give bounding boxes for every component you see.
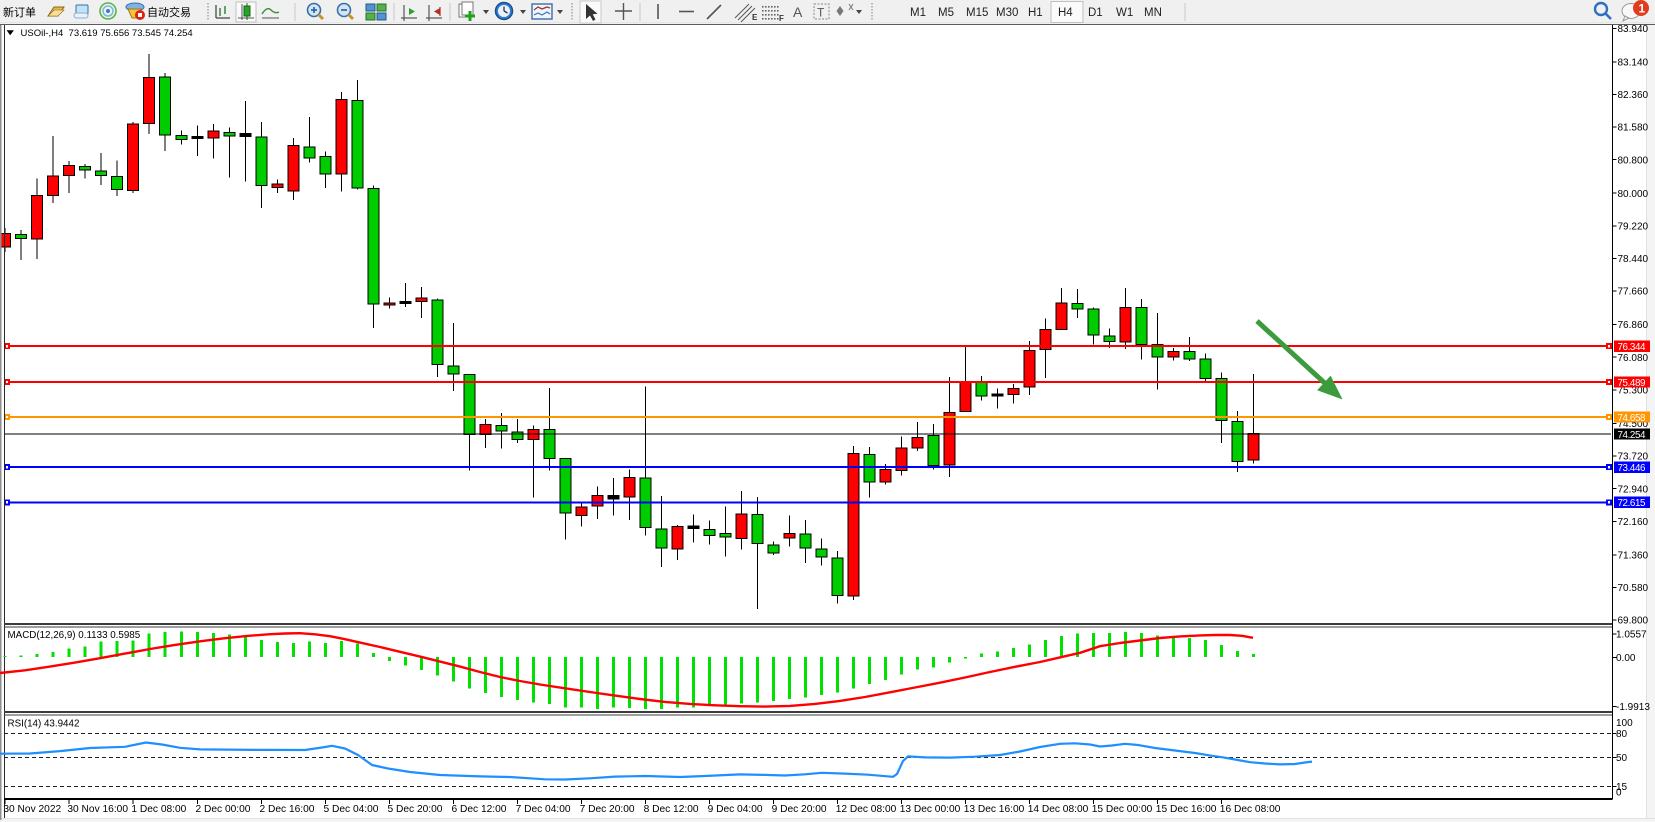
svg-text:76.860: 76.860 [1618, 320, 1649, 331]
svg-text:72.940: 72.940 [1618, 484, 1649, 495]
svg-text:70.580: 70.580 [1618, 583, 1649, 594]
svg-text:自动交易: 自动交易 [147, 5, 191, 19]
svg-text:30 Nov 16:00: 30 Nov 16:00 [67, 804, 128, 815]
svg-text:100: 100 [1616, 718, 1633, 729]
svg-text:74.658: 74.658 [1618, 413, 1647, 424]
svg-text:-1.9913: -1.9913 [1616, 702, 1650, 713]
svg-text:9 Dec 04:00: 9 Dec 04:00 [708, 804, 763, 815]
svg-text:M1: M1 [910, 7, 926, 19]
svg-text:T: T [817, 6, 825, 20]
svg-text:76.080: 76.080 [1618, 353, 1649, 364]
svg-text:MN: MN [1144, 7, 1162, 19]
svg-text:83.140: 83.140 [1618, 57, 1649, 68]
svg-text:MACD(12,26,9) 0.1133 0.5985: MACD(12,26,9) 0.1133 0.5985 [8, 630, 141, 641]
svg-text:新订单: 新订单 [3, 5, 36, 19]
svg-text:74.500: 74.500 [1618, 419, 1649, 430]
svg-text:72.160: 72.160 [1618, 517, 1649, 528]
svg-text:74.254: 74.254 [1618, 430, 1647, 441]
svg-text:2 Dec 16:00: 2 Dec 16:00 [260, 804, 315, 815]
svg-text:73.720: 73.720 [1618, 452, 1649, 463]
svg-text:M15: M15 [966, 7, 988, 19]
svg-text:2 Dec 00:00: 2 Dec 00:00 [196, 804, 251, 815]
svg-text:15 Dec 16:00: 15 Dec 16:00 [1156, 804, 1217, 815]
svg-text:12 Dec 08:00: 12 Dec 08:00 [836, 804, 897, 815]
svg-text:80.800: 80.800 [1618, 155, 1649, 166]
svg-text:13 Dec 00:00: 13 Dec 00:00 [900, 804, 961, 815]
svg-text:M5: M5 [938, 7, 954, 19]
svg-text:15 Dec 00:00: 15 Dec 00:00 [1092, 804, 1153, 815]
svg-text:7 Dec 20:00: 7 Dec 20:00 [580, 804, 635, 815]
svg-text:83.940: 83.940 [1618, 24, 1649, 35]
svg-text:H4: H4 [1058, 7, 1073, 19]
svg-text:73.446: 73.446 [1618, 463, 1647, 474]
svg-text:8 Dec 12:00: 8 Dec 12:00 [644, 804, 699, 815]
svg-text:81.580: 81.580 [1618, 123, 1649, 134]
svg-text:30 Nov 2022: 30 Nov 2022 [3, 804, 61, 815]
svg-text:1 Dec 08:00: 1 Dec 08:00 [131, 804, 186, 815]
svg-text:1: 1 [1639, 2, 1646, 16]
svg-text:80.000: 80.000 [1618, 189, 1649, 200]
svg-text:71.360: 71.360 [1618, 550, 1649, 561]
svg-text:9 Dec 20:00: 9 Dec 20:00 [772, 804, 827, 815]
svg-text:50: 50 [1616, 753, 1628, 764]
svg-text:H1: H1 [1028, 7, 1043, 19]
svg-text:76.344: 76.344 [1618, 342, 1647, 353]
svg-text:69.800: 69.800 [1618, 616, 1649, 627]
svg-text:75.300: 75.300 [1618, 386, 1649, 397]
svg-text:A: A [793, 4, 803, 20]
svg-text:5 Dec 20:00: 5 Dec 20:00 [388, 804, 443, 815]
svg-text:78.440: 78.440 [1618, 254, 1649, 265]
svg-text:77.660: 77.660 [1618, 287, 1649, 298]
svg-text:14 Dec 08:00: 14 Dec 08:00 [1028, 804, 1089, 815]
svg-text:80: 80 [1616, 729, 1628, 740]
svg-text:F: F [779, 14, 784, 23]
svg-text:72.615: 72.615 [1618, 498, 1647, 509]
svg-text:M30: M30 [996, 7, 1018, 19]
svg-text:7 Dec 04:00: 7 Dec 04:00 [516, 804, 571, 815]
svg-text:RSI(14) 43.9442: RSI(14) 43.9442 [8, 719, 80, 730]
svg-text:E: E [752, 13, 758, 22]
svg-text:13 Dec 16:00: 13 Dec 16:00 [964, 804, 1025, 815]
svg-text:82.360: 82.360 [1618, 90, 1649, 101]
svg-text:W1: W1 [1116, 7, 1133, 19]
svg-text:6 Dec 12:00: 6 Dec 12:00 [452, 804, 507, 815]
svg-text:1.0557: 1.0557 [1616, 630, 1647, 641]
svg-text:D1: D1 [1088, 7, 1103, 19]
svg-text:0: 0 [1616, 787, 1622, 798]
svg-text:15: 15 [1616, 782, 1628, 793]
svg-text:75.489: 75.489 [1618, 378, 1646, 389]
svg-text:USOil-,H4 73.619 75.656 73.54: USOil-,H4 73.619 75.656 73.545 74.254 [21, 28, 193, 39]
svg-text:16 Dec 08:00: 16 Dec 08:00 [1220, 804, 1281, 815]
svg-text:5 Dec 04:00: 5 Dec 04:00 [324, 804, 379, 815]
svg-text:0.00: 0.00 [1616, 653, 1636, 664]
svg-text:79.220: 79.220 [1618, 221, 1649, 232]
